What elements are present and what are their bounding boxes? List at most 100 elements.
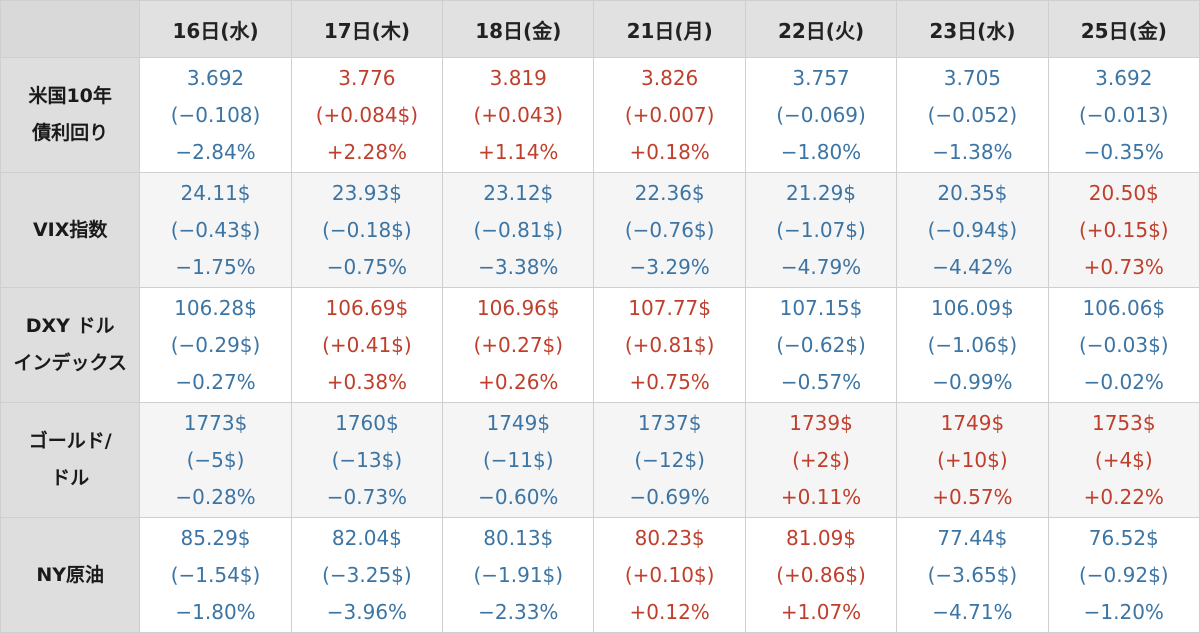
cell-pct: +0.22% bbox=[1083, 484, 1164, 509]
data-cell: 1737$ (−12$) −0.69% bbox=[593, 402, 746, 518]
data-cell: 1749$ (−11$) −0.60% bbox=[442, 402, 595, 518]
data-cell: 1773$ (−5$) −0.28% bbox=[139, 402, 292, 518]
data-cell: 106.06$ (−0.03$) −0.02% bbox=[1047, 287, 1200, 403]
cell-value: 24.11$ bbox=[180, 180, 251, 205]
table-row: VIX指数 24.11$ (−0.43$) −1.75% 23.93$ (−0.18$) −… bbox=[0, 172, 1200, 288]
cell-value: 3.757 bbox=[792, 65, 850, 90]
cell-value: 1773$ bbox=[183, 410, 248, 435]
column-header-date: 25日(金) bbox=[1047, 0, 1200, 58]
header-row: 16日(水) 17日(木) 18日(金) 21日(月) 22日(火) 23日(水) 25日(… bbox=[0, 0, 1200, 58]
data-cell: 106.28$ (−0.29$) −0.27% bbox=[139, 287, 292, 403]
cell-value: 3.705 bbox=[943, 65, 1002, 90]
cell-change: (−11$) bbox=[483, 447, 554, 472]
cell-value: 3.692 bbox=[1095, 65, 1153, 90]
row-label-line: DXY ドル bbox=[25, 315, 115, 337]
cell-pct: +0.75% bbox=[629, 369, 710, 394]
cell-pct: −3.96% bbox=[326, 599, 408, 624]
cell-value: 21.29$ bbox=[786, 180, 857, 205]
table-row: 米国10年 債利回り 3.692 (−0.108) −2.84% 3.776 (+0.084… bbox=[0, 57, 1200, 173]
cell-value: 107.77$ bbox=[628, 295, 712, 320]
data-cell: 20.50$ (+0.15$) +0.73% bbox=[1047, 172, 1200, 288]
cell-value: 76.52$ bbox=[1088, 525, 1159, 550]
cell-change: (+0.15$) bbox=[1078, 217, 1169, 242]
cell-change: (−3.65$) bbox=[927, 562, 1018, 587]
cell-value: 106.96$ bbox=[476, 295, 560, 320]
data-cell: 1753$ (+4$) +0.22% bbox=[1047, 402, 1200, 518]
data-cell: 106.69$ (+0.41$) +0.38% bbox=[290, 287, 444, 403]
table-row: DXY ドル インデックス 106.28$ (−0.29$) −0.27% 106.69$… bbox=[0, 287, 1200, 403]
cell-pct: −3.38% bbox=[478, 254, 559, 279]
table-row: ゴールド/ドル 1773$ (−5$) −0.28% 1760$ (−13$) −0.73%… bbox=[0, 402, 1200, 518]
cell-value: 80.13$ bbox=[483, 525, 554, 550]
cell-pct: −0.60% bbox=[478, 484, 559, 509]
cell-value: 3.826 bbox=[641, 65, 699, 90]
cell-change: (−0.108) bbox=[170, 102, 261, 127]
cell-value: 3.692 bbox=[186, 65, 245, 90]
data-cell: 81.09$ (+0.86$) +1.07% bbox=[744, 517, 898, 633]
cell-pct: −1.80% bbox=[780, 139, 862, 164]
cell-change: (−1.07$) bbox=[776, 217, 866, 242]
cell-value: 106.06$ bbox=[1082, 295, 1166, 320]
data-cell: 1760$ (−13$) −0.73% bbox=[290, 402, 444, 518]
row-label-line: ゴールド/ bbox=[28, 430, 112, 452]
cell-change: (+4$) bbox=[1094, 447, 1153, 472]
cell-value: 3.819 bbox=[489, 65, 547, 90]
cell-pct: −0.99% bbox=[932, 369, 1013, 394]
row-label-line: インデックス bbox=[13, 352, 127, 374]
cell-change: (+0.81$) bbox=[624, 332, 715, 357]
data-cell: 80.23$ (+0.10$) +0.12% bbox=[593, 517, 746, 633]
data-cell: 85.29$ (−1.54$) −1.80% bbox=[139, 517, 292, 633]
cell-value: 107.15$ bbox=[779, 295, 863, 320]
cell-change: (−1.06$) bbox=[927, 332, 1018, 357]
column-header-date: 23日(水) bbox=[896, 0, 1049, 58]
cell-value: 82.04$ bbox=[331, 525, 402, 550]
cell-value: 3.776 bbox=[338, 65, 396, 90]
cell-change: (−0.03$) bbox=[1078, 332, 1169, 357]
data-cell: 82.04$ (−3.25$) −3.96% bbox=[290, 517, 444, 633]
cell-pct: −1.75% bbox=[175, 254, 256, 279]
data-cell: 3.692 (−0.108) −2.84% bbox=[139, 57, 292, 173]
cell-value: 20.50$ bbox=[1088, 180, 1159, 205]
cell-value: 23.12$ bbox=[483, 180, 554, 205]
cell-pct: −1.38% bbox=[932, 139, 1013, 164]
data-cell: 20.35$ (−0.94$) −4.42% bbox=[896, 172, 1049, 288]
cell-pct: +1.14% bbox=[478, 139, 559, 164]
cell-pct: −4.79% bbox=[780, 254, 862, 279]
data-cell: 76.52$ (−0.92$) −1.20% bbox=[1047, 517, 1200, 633]
data-cell: 23.12$ (−0.81$) −3.38% bbox=[442, 172, 595, 288]
row-label-line: 米国10年 bbox=[28, 85, 112, 107]
cell-change: (−0.81$) bbox=[473, 217, 564, 242]
data-cell: 3.826 (+0.007) +0.18% bbox=[593, 57, 746, 173]
column-header-date: 21日(月) bbox=[593, 0, 746, 58]
cell-value: 23.93$ bbox=[331, 180, 402, 205]
cell-change: (+10$) bbox=[937, 447, 1008, 472]
cell-change: (−5$) bbox=[186, 447, 245, 472]
cell-value: 81.09$ bbox=[786, 525, 857, 550]
cell-value: 1749$ bbox=[486, 410, 551, 435]
cell-pct: −0.35% bbox=[1083, 139, 1164, 164]
cell-value: 80.23$ bbox=[634, 525, 705, 550]
cell-change: (+0.41$) bbox=[322, 332, 412, 357]
data-cell: 3.692 (−0.013) −0.35% bbox=[1047, 57, 1200, 173]
table-body: 米国10年 債利回り 3.692 (−0.108) −2.84% 3.776 (+0.084… bbox=[0, 57, 1200, 633]
cell-pct: −4.71% bbox=[932, 599, 1013, 624]
cell-pct: −1.20% bbox=[1083, 599, 1164, 624]
table-header: 16日(水) 17日(木) 18日(金) 21日(月) 22日(火) 23日(水) 25日(… bbox=[0, 0, 1200, 58]
cell-pct: −0.73% bbox=[326, 484, 408, 509]
column-header-date: 18日(金) bbox=[442, 0, 595, 58]
data-cell: 3.819 (+0.043) +1.14% bbox=[442, 57, 595, 173]
cell-pct: −4.42% bbox=[932, 254, 1013, 279]
cell-change: (+0.043) bbox=[473, 102, 564, 127]
cell-change: (−0.013) bbox=[1078, 102, 1169, 127]
row-label: 米国10年 債利回り bbox=[0, 57, 141, 173]
data-cell: 3.757 (−0.069) −1.80% bbox=[744, 57, 898, 173]
cell-pct: +0.12% bbox=[629, 599, 710, 624]
data-cell: 23.93$ (−0.18$) −0.75% bbox=[290, 172, 444, 288]
cell-pct: +0.73% bbox=[1083, 254, 1164, 279]
cell-change: (−12$) bbox=[634, 447, 705, 472]
cell-pct: −2.33% bbox=[478, 599, 559, 624]
cell-value: 77.44$ bbox=[937, 525, 1008, 550]
data-cell: 22.36$ (−0.76$) −3.29% bbox=[593, 172, 746, 288]
data-cell: 80.13$ (−1.91$) −2.33% bbox=[442, 517, 595, 633]
